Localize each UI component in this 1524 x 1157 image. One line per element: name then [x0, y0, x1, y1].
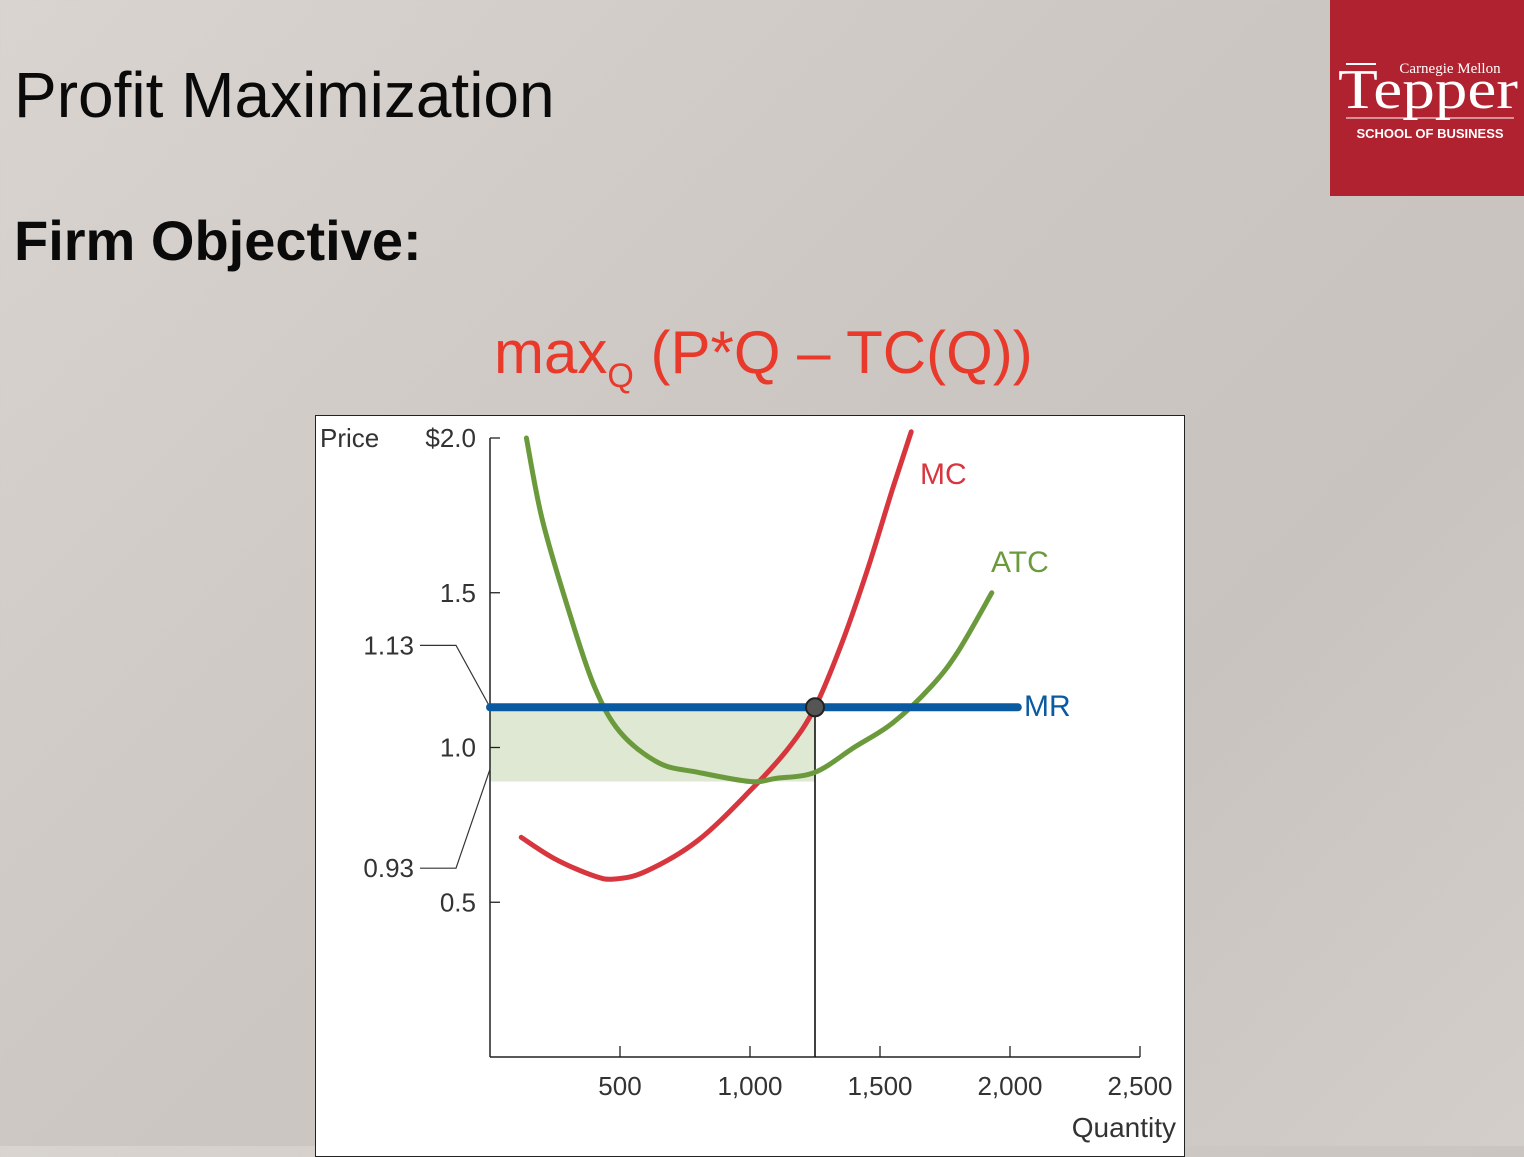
callout-leader: [420, 768, 491, 869]
series-mc-line: [518, 429, 914, 882]
y-tick-label: 1.0: [440, 733, 476, 763]
formula-max: max: [494, 319, 608, 386]
formula-expression: (P*Q – TC(Q)): [633, 319, 1033, 386]
subheading: Firm Objective:: [14, 209, 422, 272]
tepper-logo: Carnegie Mellon Tepper SCHOOL OF BUSINES…: [1330, 0, 1524, 196]
y-axis-label: Price: [320, 423, 379, 453]
series-atc-line: [523, 435, 995, 785]
logo-name: Tepper: [1338, 59, 1518, 121]
x-tick-label: 500: [598, 1071, 641, 1101]
series-mc-label: MC: [920, 458, 967, 491]
callout-label: 0.93: [363, 853, 414, 883]
callout-leader: [420, 644, 491, 708]
logo-top-text: Carnegie Mellon: [1399, 61, 1501, 77]
x-axis-label: Quantity: [1072, 1112, 1176, 1143]
callout-label: 1.13: [363, 630, 414, 660]
formula-subscript: Q: [607, 357, 634, 395]
series-mr-label: MR: [1024, 690, 1071, 723]
equilibrium-point: [805, 697, 825, 718]
y-tick-label: $2.0: [425, 423, 476, 453]
x-tick-label: 2,000: [977, 1071, 1042, 1101]
y-tick-label: 1.5: [440, 578, 476, 608]
y-tick-label: 0.5: [440, 887, 476, 917]
slide-title: Profit Maximization: [14, 59, 555, 131]
logo-bottom-text: SCHOOL OF BUSINESS: [1356, 126, 1503, 141]
series-atc-label: ATC: [991, 546, 1049, 579]
x-tick-label: 1,500: [847, 1071, 912, 1101]
x-tick-label: 1,000: [717, 1071, 782, 1101]
objective-formula: maxQ (P*Q – TC(Q)): [494, 318, 1033, 396]
profit-area: [490, 707, 815, 782]
x-tick-label: 2,500: [1107, 1071, 1172, 1101]
cost-curve-chart: $2.0 1.5 1.0 0.5 Price 1.13 0.93 500 1,000 1,500 2…: [315, 415, 1185, 1157]
